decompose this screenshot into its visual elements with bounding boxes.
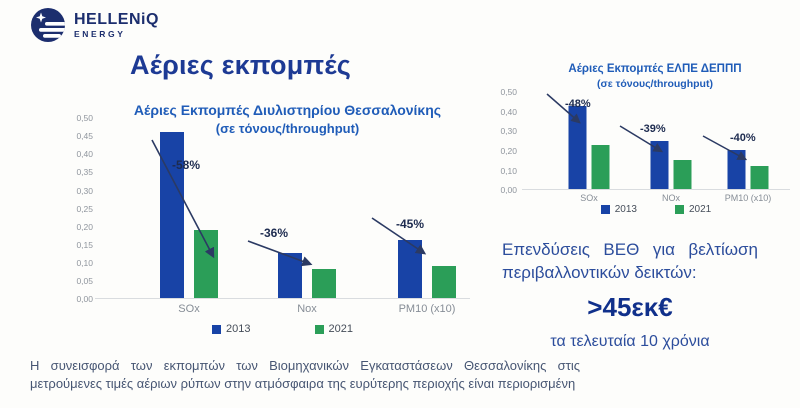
annotation-nox: -36% (260, 226, 289, 240)
brand-text: HELLENiQ ENERGY (74, 10, 159, 39)
y-tick-label: 0,20 (500, 146, 517, 157)
bar-group (568, 105, 610, 189)
y-tick-label: 0,50 (500, 87, 517, 97)
y-tick-label: 0,35 (76, 167, 93, 178)
brand-name: HELLENiQ (74, 10, 159, 28)
chart-subtitle-text: (σε τόνους/throughput) (597, 77, 713, 90)
brand-tagline: ENERGY (74, 28, 126, 39)
y-tick-label: 0,40 (76, 149, 93, 160)
chart-thessaloniki-refinery: Αέριες Εκπομπές Διυλιστηρίου Θεσσαλονίκη… (60, 100, 475, 345)
chart-title: Αέριες Εκπομπές ΕΛΠΕ ΔΕΠΠΠ (σε τόνους/th… (515, 62, 795, 92)
investment-block: Επενδύσεις ΒΕΘ για βελτίωση περιβαλλοντι… (502, 240, 758, 351)
bar-2021-SOx (194, 229, 218, 298)
y-tick-label: 0,15 (76, 239, 93, 250)
y-tick-label: 0,30 (76, 185, 93, 196)
bar-2021-SOx (591, 145, 610, 189)
annotation-sox: -58% (172, 158, 201, 172)
bar-group (278, 253, 336, 298)
legend-swatch-icon (600, 205, 610, 214)
bar-2021-PM10 (x10) (750, 165, 769, 189)
bar-2013-PM10 (x10) (727, 150, 746, 189)
category-label: SOx (580, 193, 598, 203)
annotation-pm10: -40% (730, 132, 756, 144)
legend-swatch-icon (675, 205, 684, 214)
bar-group (727, 150, 769, 189)
y-tick-label: 0,00 (500, 185, 517, 196)
investment-period: τα τελευταία 10 χρόνια (550, 333, 710, 350)
y-tick-label: 0,10 (76, 258, 93, 269)
y-tick-label: 0,05 (76, 276, 93, 287)
y-tick-label: 0,40 (500, 106, 517, 117)
y-tick-label: 0,45 (76, 131, 93, 142)
brand-logo: HELLENiQ ENERGY (30, 7, 159, 43)
y-tick-label: 0,25 (76, 203, 93, 214)
footer-line2: μετρούμενες τιμές αέριων ρύπων στην ατμό… (30, 376, 576, 392)
legend: 2013 2021 (95, 323, 470, 335)
chart-subtitle-text: (σε τόνους/throughput) (215, 120, 360, 136)
bar-2021-NOx (673, 159, 692, 189)
helleniq-flag-icon (31, 8, 65, 42)
legend-swatch-icon (314, 324, 324, 334)
footer-note: Η συνεισφορά των εκπομπών των Βιομηχανικ… (30, 357, 580, 393)
bar-2013-NOx (650, 140, 669, 189)
category-label: PM10 (x10) (398, 303, 456, 315)
y-tick-label: 0,30 (500, 126, 517, 137)
bar-group (398, 240, 456, 298)
legend-swatch-icon (212, 324, 222, 334)
investment-amount: >45εκ€ (587, 292, 673, 322)
chart-elpe-deppp: Αέριες Εκπομπές ΕΛΠΕ ΔΕΠΠΠ (σε τόνους/th… (495, 62, 795, 222)
legend-label: 2021 (689, 204, 712, 215)
annotation-pm10: -45% (396, 217, 425, 231)
investment-text-line1: Επενδύσεις ΒΕΘ για βελτίωση (502, 240, 758, 259)
category-label: PM10 (x10) (724, 193, 772, 203)
y-tick-label: 0,00 (76, 294, 93, 305)
legend-item: 2013 (212, 323, 251, 335)
category-label: SOx (178, 303, 200, 315)
y-axis: 0,50 0,40 0,30 0,20 0,10 0,00 (495, 88, 517, 195)
annotation-nox: -39% (640, 123, 666, 135)
investment-text-line2: περιβαλλοντικών δεικτών: (502, 263, 697, 282)
y-tick-label: 0,10 (500, 165, 517, 176)
bar-group (650, 140, 692, 189)
legend: 2013 2021 (522, 204, 790, 215)
legend-label: 2013 (226, 323, 251, 335)
chart-title: Αέριες Εκπομπές Διυλιστηρίου Θεσσαλονίκη… (100, 102, 475, 137)
page-title: Αέριες εκπομπές (130, 50, 351, 80)
legend-label: 2013 (614, 204, 637, 215)
bar-2013-Nox (278, 253, 302, 298)
plot-area (95, 119, 470, 299)
category-label: NOx (662, 193, 680, 203)
y-tick-label: 0,50 (76, 113, 93, 123)
bar-2021-Nox (312, 269, 336, 298)
category-label: Nox (297, 303, 317, 315)
legend-label: 2021 (328, 323, 353, 335)
plot-area (522, 93, 790, 190)
bar-2021-PM10 (x10) (432, 265, 456, 298)
chart-title-text: Αέριες Εκπομπές ΕΛΠΕ ΔΕΠΠΠ (568, 63, 742, 75)
bar-2013-SOx (568, 105, 587, 189)
legend-item: 2021 (675, 204, 711, 215)
legend-item: 2013 (600, 204, 637, 215)
chart-title-text: Αέριες Εκπομπές Διυλιστηρίου Θεσσαλονίκη… (133, 102, 442, 118)
legend-item: 2021 (314, 323, 353, 335)
footer-line1: Η συνεισφορά των εκπομπών των Βιομηχανικ… (30, 358, 580, 373)
annotation-sox: -48% (565, 98, 591, 110)
y-tick-label: 0,20 (76, 221, 93, 232)
bar-2013-PM10 (x10) (398, 240, 422, 298)
y-axis: 0,50 0,45 0,40 0,35 0,30 0,25 0,20 0,15 0,10 0,05… (60, 114, 93, 304)
